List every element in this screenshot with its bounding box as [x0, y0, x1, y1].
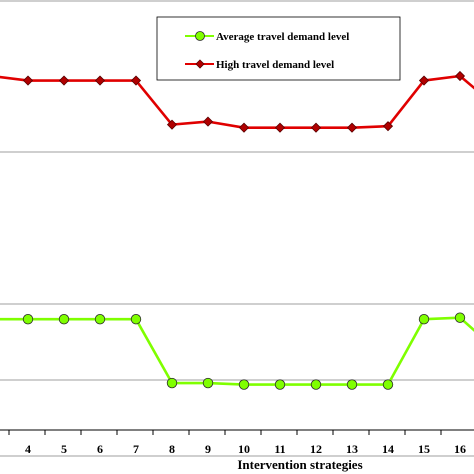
data-point	[418, 75, 430, 86]
data-point	[274, 379, 286, 390]
data-point	[22, 314, 34, 325]
x-tick-label: 7	[133, 442, 139, 456]
legend-marker-high	[195, 59, 205, 69]
x-axis-title: Intervention strategies	[237, 457, 362, 472]
data-point	[454, 70, 466, 82]
data-point	[166, 119, 178, 130]
x-tick-label: 15	[418, 442, 430, 456]
legend-box	[156, 16, 401, 81]
data-point	[382, 379, 394, 390]
series-lines	[0, 74, 474, 386]
x-tick-label: 6	[97, 442, 103, 456]
data-point	[346, 122, 358, 133]
x-tick-label: 13	[346, 442, 358, 456]
data-point	[202, 116, 214, 127]
series-markers	[22, 70, 466, 390]
legend-label-high: High travel demand level	[216, 59, 334, 71]
x-tick-label: 10	[238, 442, 250, 456]
legend-marker-average	[195, 31, 205, 41]
data-point	[238, 122, 250, 133]
data-point	[346, 379, 358, 390]
x-tick-label: 14	[382, 442, 394, 456]
data-point	[274, 122, 286, 133]
data-point	[382, 121, 394, 132]
data-point	[418, 314, 430, 325]
x-axis-ticks: 4 5 6 7 8 9 10 11 12 13 14 15 16	[8, 430, 466, 456]
data-point	[94, 314, 106, 325]
data-point	[22, 75, 34, 86]
data-point	[130, 75, 142, 86]
x-tick-label: 12	[310, 442, 322, 456]
data-point	[310, 379, 322, 390]
data-point	[310, 122, 322, 133]
data-point	[58, 75, 70, 86]
data-point	[58, 314, 70, 325]
data-point	[454, 312, 466, 323]
x-tick-label: 16	[454, 442, 466, 456]
x-tick-label: 5	[61, 442, 67, 456]
series-line-high	[0, 74, 474, 129]
x-tick-label: 11	[274, 442, 285, 456]
data-point	[238, 379, 250, 390]
data-point	[202, 377, 214, 389]
x-tick-label: 9	[205, 442, 211, 456]
legend: Average travel demand level High travel …	[156, 16, 401, 81]
data-point	[130, 314, 142, 325]
grid-lines	[0, 0, 474, 457]
x-tick-label: 8	[169, 442, 175, 456]
series-line-average	[0, 316, 474, 386]
x-tick-label: 4	[25, 442, 31, 456]
legend-label-average: Average travel demand level	[216, 31, 349, 43]
data-point	[94, 75, 106, 86]
data-point	[166, 377, 178, 389]
